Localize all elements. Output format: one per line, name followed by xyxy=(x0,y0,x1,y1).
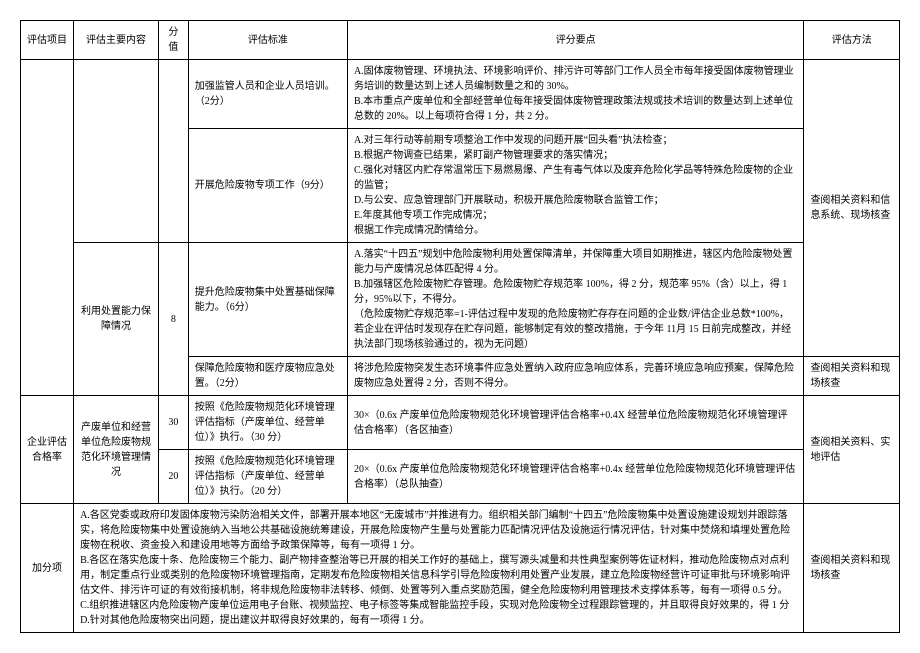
cell-points: 将涉危险废物突发生态环境事件应急处置纳入政府应急响应体系，完善环境应急响应预案，… xyxy=(347,357,803,396)
cell-score-blank xyxy=(159,60,189,243)
header-row: 评估项目 评估主要内容 分值 评估标准 评分要点 评估方法 xyxy=(21,21,900,60)
th-project: 评估项目 xyxy=(21,21,74,60)
th-score: 分值 xyxy=(159,21,189,60)
cell-points: A.落实“十四五”规划中危险废物利用处置保障清单，并保障重大项目如期推进，辖区内… xyxy=(347,243,803,357)
cell-standard: 保障危险废物和医疗废物应急处置。（2分） xyxy=(188,357,347,396)
cell-method: 查阅相关资料、实地评估 xyxy=(804,396,900,504)
cell-points: 30×（0.6x 产废单位危险废物规范化环境管理评估合格率+0.4X 经营单位危… xyxy=(347,396,803,450)
evaluation-table: 评估项目 评估主要内容 分值 评估标准 评分要点 评估方法 加强监管人员和企业人… xyxy=(20,20,900,633)
table-row-bonus: 加分项 A.各区党委或政府印发固体废物污染防治相关文件，部署开展本地区“无废城市… xyxy=(21,504,900,633)
cell-method: 查阅相关资料和信息系统、现场核查 xyxy=(804,60,900,357)
cell-subject-blank xyxy=(74,60,159,243)
th-standard: 评估标准 xyxy=(188,21,347,60)
cell-subject: 利用处置能力保障情况 xyxy=(74,243,159,396)
table-row: 加强监管人员和企业人员培训。（2分） A.固体废物管理、环境执法、环境影响评价、… xyxy=(21,60,900,129)
cell-bonus-text: A.各区党委或政府印发固体废物污染防治相关文件，部署开展本地区“无废城市”并推进… xyxy=(74,504,804,633)
th-points: 评分要点 xyxy=(347,21,803,60)
cell-subject: 产废单位和经营单位危险废物规范化环境管理情况 xyxy=(74,396,159,504)
cell-standard: 按照《危险废物规范化环境管理评估指标（产废单位、经营单位）》执行。（20 分） xyxy=(188,450,347,504)
cell-standard: 提升危险废物集中处置基础保障能力。（6分） xyxy=(188,243,347,357)
cell-score: 30 xyxy=(159,396,189,450)
cell-method: 查阅相关资料和现场核查 xyxy=(804,357,900,396)
cell-standard: 开展危险废物专项工作（9分） xyxy=(188,129,347,243)
table-row: 利用处置能力保障情况 8 提升危险废物集中处置基础保障能力。（6分） A.落实“… xyxy=(21,243,900,357)
table-row: 企业评估合格率 产废单位和经营单位危险废物规范化环境管理情况 30 按照《危险废… xyxy=(21,396,900,450)
cell-standard: 按照《危险废物规范化环境管理评估指标（产废单位、经营单位）》执行。（30 分） xyxy=(188,396,347,450)
cell-project-blank xyxy=(21,60,74,396)
cell-project: 企业评估合格率 xyxy=(21,396,74,504)
cell-standard: 加强监管人员和企业人员培训。（2分） xyxy=(188,60,347,129)
cell-score: 8 xyxy=(159,243,189,396)
cell-method: 查阅相关资料和现场核查 xyxy=(804,504,900,633)
cell-points: A.固体废物管理、环境执法、环境影响评价、排污许可等部门工作人员全市每年接受固体… xyxy=(347,60,803,129)
cell-bonus-label: 加分项 xyxy=(21,504,74,633)
th-method: 评估方法 xyxy=(804,21,900,60)
cell-score: 20 xyxy=(159,450,189,504)
th-subject: 评估主要内容 xyxy=(74,21,159,60)
cell-points: 20×（0.6x 产废单位危险废物规范化环境管理评估合格率+0.4x 经营单位危… xyxy=(347,450,803,504)
cell-points: A.对三年行动等前期专项整治工作中发现的问题开展“回头看”执法检查； B.根据产… xyxy=(347,129,803,243)
